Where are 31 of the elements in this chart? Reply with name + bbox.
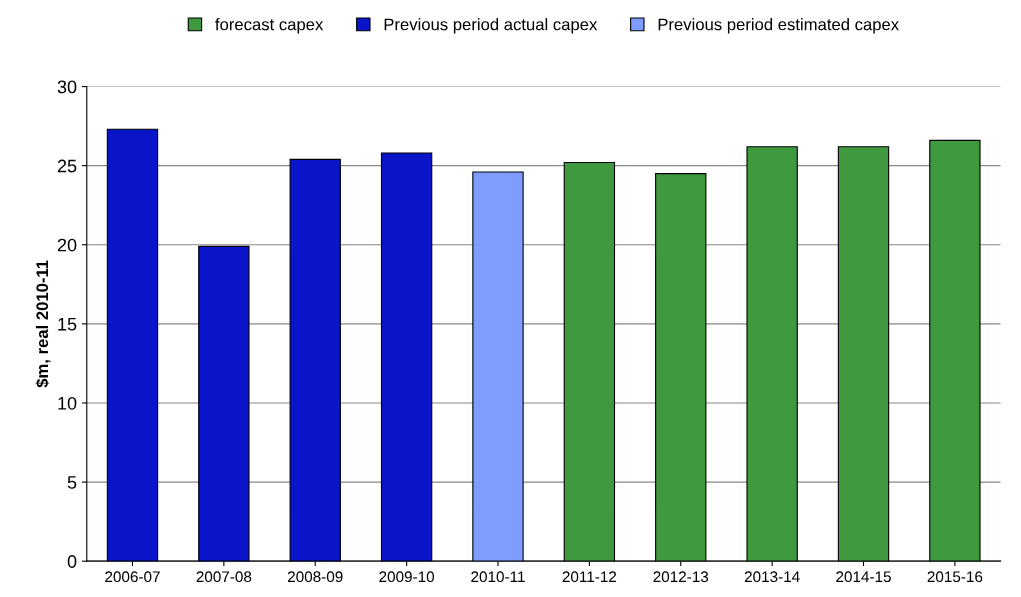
bar [655, 173, 707, 562]
y-tick-label: 0 [67, 555, 77, 568]
x-tick-label: 2008-09 [287, 571, 343, 583]
bar [472, 171, 524, 562]
x-tick-label: 2007-08 [196, 571, 252, 583]
x-tick-label: 2013-14 [744, 571, 800, 583]
bar [746, 146, 798, 562]
legend-label: Previous period actual capex [384, 18, 598, 34]
x-tick-label: 2010-11 [471, 571, 525, 583]
y-axis-title: $m, real 2010-11 [35, 260, 51, 388]
x-tick-label: 2012-13 [653, 571, 709, 583]
bar [289, 158, 341, 562]
y-tick-label: 5 [67, 476, 77, 489]
x-tick-label: 2006-07 [105, 571, 160, 583]
bar [380, 152, 433, 562]
x-tick-label: 2014-15 [836, 571, 891, 583]
y-tick-label: 25 [57, 159, 77, 173]
legend-label: Previous period estimated capex [658, 18, 899, 34]
y-tick-label: 30 [57, 80, 77, 94]
x-tick-label: 2011-12 [562, 571, 617, 583]
bar [837, 146, 890, 562]
bar [198, 245, 250, 562]
legend-label: forecast capex [215, 18, 324, 34]
bar [929, 139, 981, 562]
x-tick-label: 2015-16 [927, 571, 983, 583]
y-tick-label: 15 [58, 317, 77, 331]
y-tick-label: 10 [58, 396, 77, 410]
bar [106, 128, 159, 562]
y-tick-label: 20 [57, 238, 77, 252]
x-tick-label: 2009-10 [379, 571, 435, 583]
bar [563, 161, 616, 562]
